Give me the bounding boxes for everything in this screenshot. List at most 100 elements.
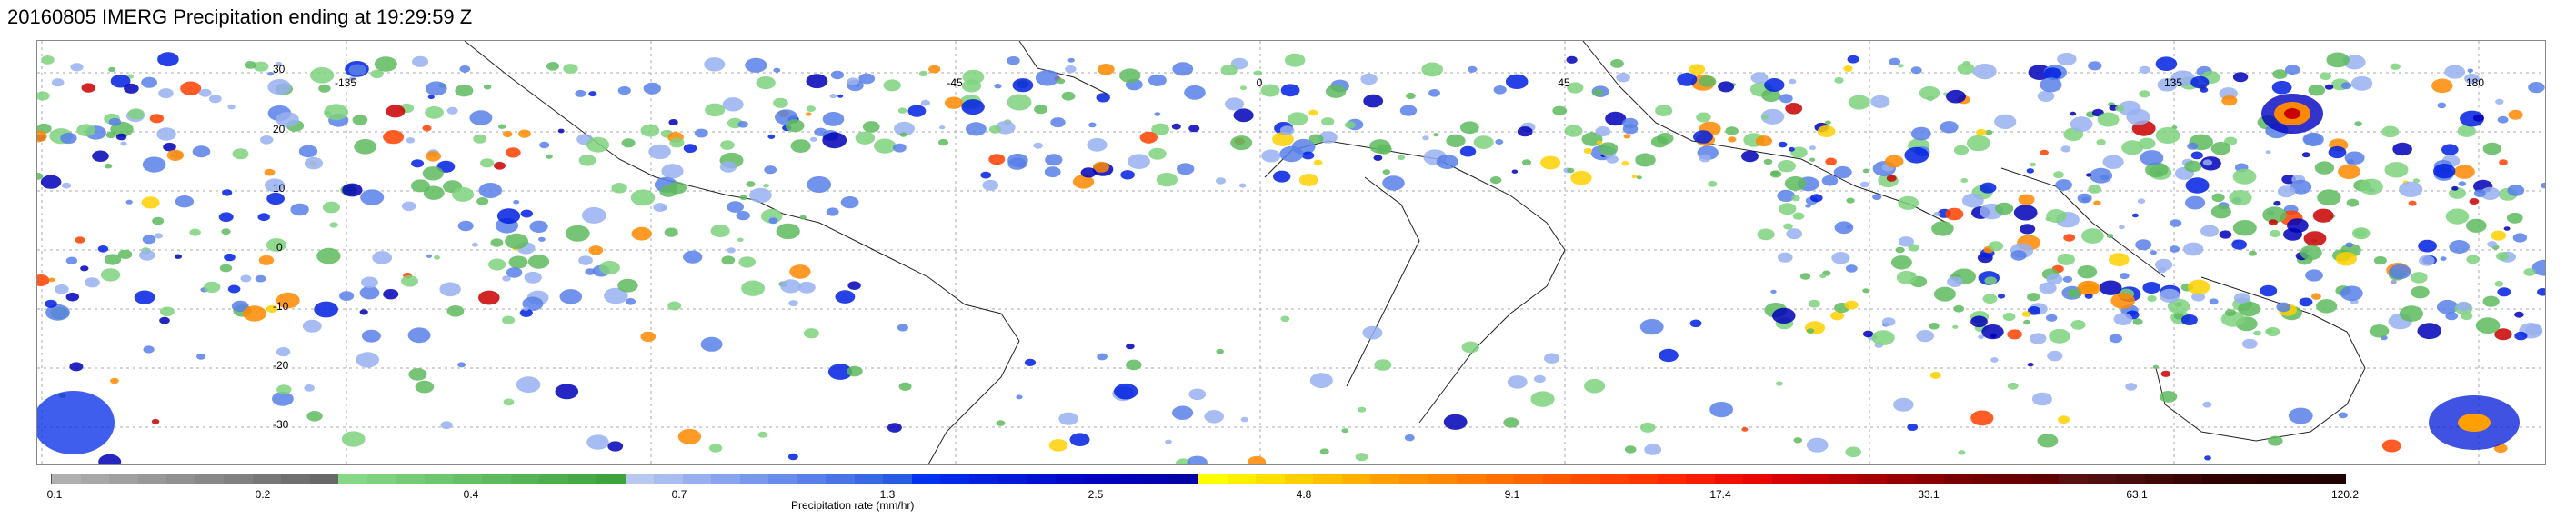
precipitation-cell [222,189,233,196]
precipitation-cell [1301,151,1315,160]
colorbar-segment [481,474,511,484]
precipitation-cell [1929,371,1941,379]
colorbar-label: Precipitation rate (mm/hr) [791,499,915,512]
precipitation-cell [469,110,493,125]
precipitation-cell [1489,176,1502,185]
precipitation-cell [1970,410,1994,426]
precipitation-cell [1960,178,1968,183]
precipitation-cell [2410,272,2428,284]
precipitation-cell [219,264,233,273]
precipitation-cell [276,347,291,357]
precipitation-cell [822,112,845,126]
colorbar-segment [654,474,683,484]
precipitation-cell [773,67,781,73]
precipitation-cell [503,398,515,406]
precipitation-cell [156,127,176,141]
precipitation-cell [2464,73,2480,85]
precipitation-cell [586,136,610,153]
precipitation-cell [1341,428,1349,434]
precipitation-cell [918,70,928,77]
precipitation-cell [2026,168,2034,174]
precipitation-cell [2441,144,2459,155]
precipitation-cell [427,95,435,100]
precipitation-cell [1398,155,1406,161]
precipitation-cell [2373,255,2387,265]
precipitation-cell [2320,72,2332,80]
precipitation-cell [1088,122,1097,128]
precipitation-cell [2346,198,2360,207]
map-canvas [37,41,2545,464]
precipitation-cell [2308,85,2326,96]
precipitation-cell [2089,167,2113,184]
precipitation-cell [897,324,908,332]
precipitation-cell [1493,85,1507,95]
precipitation-cell [2390,280,2397,284]
precipitation-cell [2508,109,2523,120]
colorbar-segment [396,474,425,484]
precipitation-cell [961,79,982,93]
precipitation-cell [1433,133,1439,137]
precipitation-cell [1503,417,1519,428]
precipitation-cell [1699,75,1717,87]
precipitation-cell [630,189,656,206]
precipitation-cell [1831,252,1850,264]
colorbar-segment [1944,474,1973,484]
precipitation-cell [1884,155,1904,168]
precipitation-cell [887,423,902,433]
precipitation-cell [2187,279,2210,294]
colorbar-segment [1027,474,1056,484]
precipitation-cell [104,254,122,265]
precipitation-cell [1834,76,1844,84]
precipitation-cell [415,380,435,394]
precipitation-cell [104,163,113,169]
precipitation-cell [159,306,175,317]
precipitation-cell [1830,311,1845,321]
precipitation-cell [2300,245,2322,261]
precipitation-cell [1650,135,1669,148]
precipitation-cell [559,289,583,304]
precipitation-cell [1933,286,1956,302]
precipitation-cell [1616,73,1630,83]
precipitation-cell [1793,437,1803,444]
precipitation-cell [1779,203,1797,215]
precipitation-cell [2067,288,2081,298]
precipitation-cell [2451,185,2459,191]
precipitation-cell [1148,74,1167,86]
precipitation-cell [806,112,812,116]
precipitation-cell [196,353,206,360]
precipitation-cell [360,189,385,205]
precipitation-cell [1871,330,1895,345]
precipitation-cell [255,274,266,283]
precipitation-cell [2253,330,2261,336]
precipitation-cell [529,220,548,233]
precipitation-cell [519,308,533,317]
precipitation-cell [996,420,1006,426]
precipitation-cell [1540,155,1561,170]
precipitation-cell [446,106,458,115]
precipitation-cell [768,217,778,225]
colorbar-segment [1542,474,1572,484]
precipitation-cell [643,82,661,95]
colorbar-segment [52,474,81,484]
precipitation-cell [557,128,565,134]
precipitation-cell [1929,323,1940,330]
precipitation-cell [1151,123,1169,135]
precipitation-cell [440,421,453,430]
precipitation-cell [434,255,440,260]
precipitation-cell [1741,150,1759,163]
precipitation-cell [1280,315,1290,323]
precipitation-cell [1910,66,1922,75]
colorbar-segment [1887,474,1916,484]
precipitation-cell [318,84,331,93]
precipitation-cell [2183,242,2204,256]
precipitation-cell [1622,124,1639,135]
precipitation-cell [1624,445,1637,454]
precipitation-cell [2473,189,2486,197]
precipitation-cell [2057,52,2077,66]
colorbar-segment [366,474,396,484]
precipitation-cell [1035,69,1060,86]
precipitation-cell [1285,53,1306,67]
precipitation-colorbar [51,474,2346,484]
precipitation-cell [1007,157,1027,170]
precipitation-cell [2440,256,2447,261]
